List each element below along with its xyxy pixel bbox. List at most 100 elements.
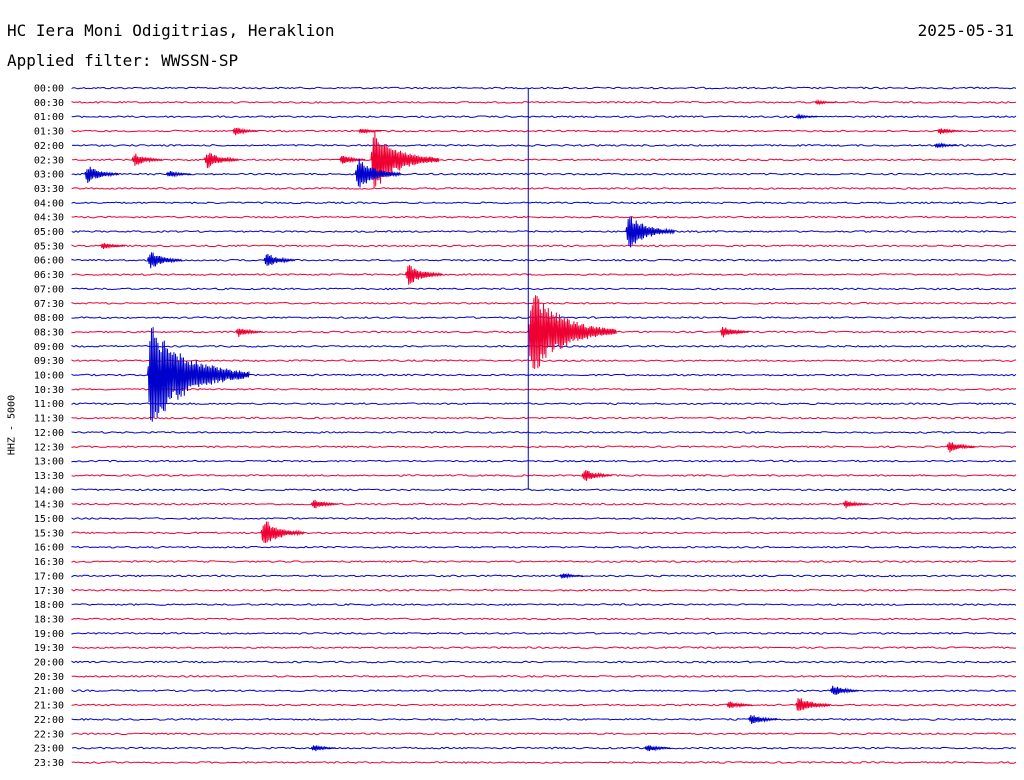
trace-row xyxy=(71,603,1017,607)
row-label: 00:00 xyxy=(34,84,64,95)
trace-row xyxy=(71,187,1017,190)
trace-row xyxy=(71,402,1017,406)
row-label: 07:30 xyxy=(34,299,64,310)
event-burst xyxy=(625,216,676,248)
event-burst xyxy=(147,327,250,422)
row-label: 04:00 xyxy=(34,198,64,209)
trace-row xyxy=(71,703,1017,707)
row-label: 15:00 xyxy=(34,514,64,525)
trace-row xyxy=(71,588,1017,592)
event-burst xyxy=(263,253,296,266)
event-burst xyxy=(842,500,869,509)
trace-row xyxy=(71,502,1017,506)
trace-row xyxy=(71,560,1017,563)
event-burst xyxy=(527,295,617,370)
event-burst xyxy=(726,701,753,709)
trace-row xyxy=(71,474,1017,477)
row-label: 04:30 xyxy=(34,213,64,224)
event-burst xyxy=(203,152,239,169)
row-label: 16:00 xyxy=(34,543,64,554)
trace-row xyxy=(71,545,1017,549)
event-burst xyxy=(310,499,339,509)
row-label: 22:00 xyxy=(34,715,64,726)
event-burst xyxy=(405,265,443,285)
event-burst xyxy=(339,156,366,164)
event-burst xyxy=(814,99,837,106)
trace-row xyxy=(71,717,1017,721)
station-title: HC Iera Moni Odigitrias, Heraklion xyxy=(7,21,335,40)
event-burst xyxy=(795,113,818,120)
event-burst xyxy=(581,469,613,482)
row-label: 13:00 xyxy=(34,457,64,468)
traces xyxy=(71,86,1017,764)
event-burst xyxy=(235,328,264,337)
row-label: 06:00 xyxy=(34,256,64,267)
row-label: 18:30 xyxy=(34,614,64,625)
trace-row xyxy=(71,244,1017,248)
event-burst xyxy=(147,252,183,269)
trace-row xyxy=(71,201,1017,205)
row-label: 05:30 xyxy=(34,241,64,252)
trace-row xyxy=(71,617,1017,621)
row-label: 12:00 xyxy=(34,428,64,439)
trace-row xyxy=(71,531,1017,535)
row-label: 21:30 xyxy=(34,701,64,712)
row-label: 18:00 xyxy=(34,600,64,611)
row-label: 14:00 xyxy=(34,485,64,496)
trace-row xyxy=(71,215,1017,219)
row-label: 03:30 xyxy=(34,184,64,195)
trace-row xyxy=(71,674,1017,678)
events xyxy=(84,99,976,752)
trace-row xyxy=(71,431,1017,434)
row-label: 10:00 xyxy=(34,371,64,382)
event-burst xyxy=(99,242,126,249)
row-label: 17:00 xyxy=(34,571,64,582)
event-burst xyxy=(946,442,976,453)
row-label: 12:30 xyxy=(34,442,64,453)
trace-row xyxy=(71,115,1017,119)
trace-row xyxy=(71,689,1017,693)
row-label: 10:30 xyxy=(34,385,64,396)
trace-row xyxy=(71,359,1017,363)
trace-row xyxy=(71,746,1017,750)
trace-row xyxy=(71,761,1017,764)
row-label: 21:00 xyxy=(34,686,64,697)
row-label: 08:30 xyxy=(34,327,64,338)
event-burst xyxy=(232,127,259,136)
row-label: 20:00 xyxy=(34,658,64,669)
row-label: 01:30 xyxy=(34,127,64,138)
row-label: 05:00 xyxy=(34,227,64,238)
event-burst xyxy=(829,685,860,695)
row-label: 09:00 xyxy=(34,342,64,353)
event-burst xyxy=(165,171,192,178)
row-label: 00:30 xyxy=(34,98,64,109)
row-label: 14:30 xyxy=(34,500,64,511)
trace-row xyxy=(71,230,1017,233)
event-burst xyxy=(260,521,305,544)
trace-row xyxy=(71,488,1017,492)
event-burst xyxy=(795,698,831,711)
event-burst xyxy=(933,142,958,149)
row-label: 11:00 xyxy=(34,399,64,410)
row-label: 13:30 xyxy=(34,471,64,482)
filter-label: Applied filter: WWSSN-SP xyxy=(7,51,239,70)
row-label: 08:00 xyxy=(34,313,64,324)
row-label: 19:30 xyxy=(34,643,64,654)
row-label: 06:30 xyxy=(34,270,64,281)
trace-row xyxy=(71,273,1017,276)
row-label: 02:00 xyxy=(34,141,64,152)
row-label: 11:30 xyxy=(34,414,64,425)
date-label: 2025-05-31 xyxy=(917,21,1014,40)
row-label: 22:30 xyxy=(34,729,64,740)
event-burst xyxy=(84,166,120,184)
row-labels: 00:00 00:30 01:00 01:30 02:00 02:30 03:00 03:30… xyxy=(34,84,64,769)
event-burst xyxy=(357,128,382,135)
row-label: 19:00 xyxy=(34,629,64,640)
trace-row xyxy=(71,646,1016,650)
event-burst xyxy=(748,715,778,725)
row-label: 01:00 xyxy=(34,112,64,123)
row-label: 23:30 xyxy=(34,758,64,769)
trace-row xyxy=(71,574,1017,578)
event-burst xyxy=(719,326,750,338)
